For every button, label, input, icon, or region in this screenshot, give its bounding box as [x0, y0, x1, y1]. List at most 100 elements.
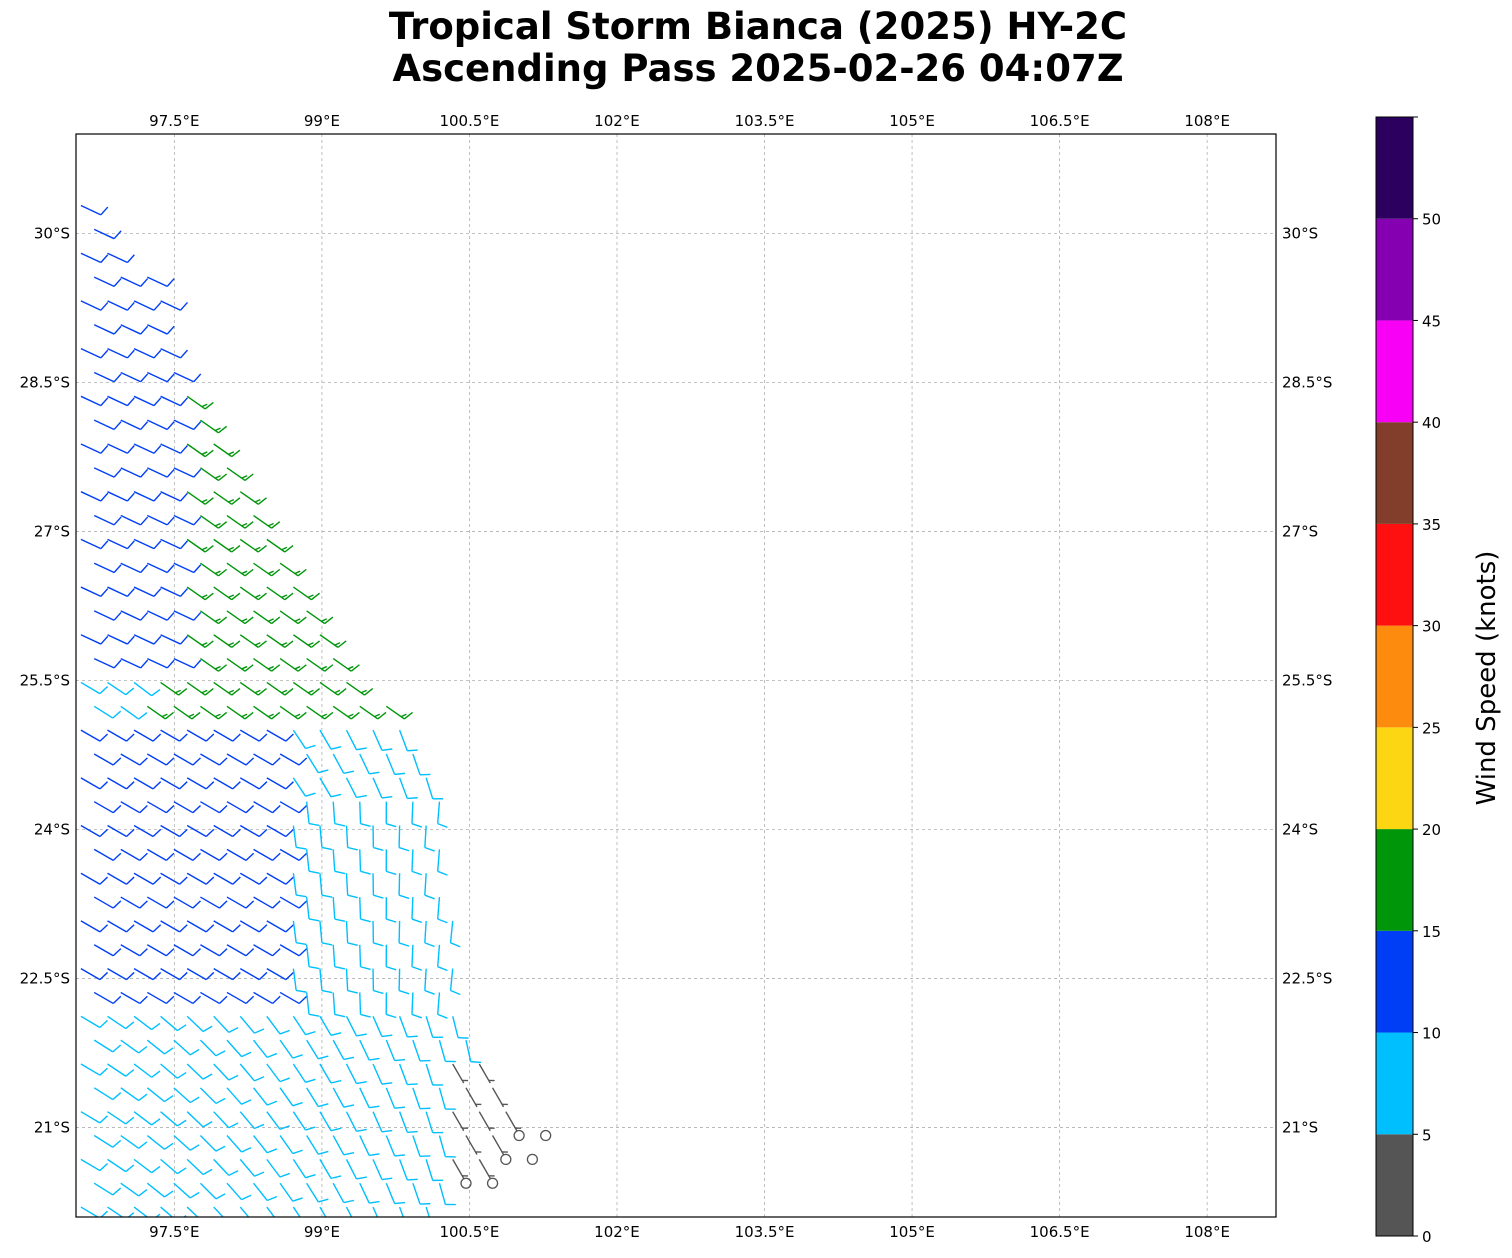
- lon-tick-label-top: 103.5°E: [735, 112, 795, 130]
- wind-barb: [359, 1087, 380, 1109]
- lon-tick-label-top: 97.5°E: [149, 112, 199, 130]
- wind-barb: [436, 897, 448, 924]
- colorbar-tick-label: 30: [1422, 618, 1441, 636]
- lon-tick-label-bottom: 102°E: [594, 1223, 640, 1241]
- wind-barb: [345, 729, 367, 751]
- colorbar-frame: [1375, 116, 1414, 1237]
- wind-barb: [266, 777, 294, 790]
- wind-barb: [107, 395, 135, 407]
- wind-barb: [200, 896, 228, 909]
- wind-barb: [253, 610, 281, 625]
- wind-barb: [120, 753, 148, 766]
- wind-barb: [200, 705, 228, 720]
- wind-barb: [372, 1111, 393, 1133]
- wind-barb: [93, 562, 122, 574]
- wind-barb: [133, 729, 162, 742]
- wind-barb: [213, 824, 241, 838]
- wind-barb: [200, 562, 228, 577]
- wind-barb: [199, 1182, 226, 1200]
- wind-barb: [465, 1087, 482, 1108]
- wind-barb: [266, 538, 294, 553]
- wind-barb: [226, 848, 255, 861]
- wind-barb: [252, 1087, 278, 1106]
- wind-barb: [266, 729, 294, 742]
- wind-barb: [239, 1206, 250, 1217]
- wind-barb: [305, 944, 320, 970]
- wind-barb: [332, 1135, 355, 1156]
- wind-barb: [107, 252, 135, 264]
- wind-barb: [147, 657, 175, 669]
- wind-barb: [160, 777, 188, 790]
- wind-barb: [173, 371, 202, 383]
- wind-barb: [107, 967, 135, 981]
- wind-barb: [107, 729, 135, 742]
- wind-barb: [107, 634, 135, 645]
- wind-barb: [146, 896, 175, 909]
- wind-barb: [266, 967, 294, 981]
- wind-barb: [107, 1063, 135, 1077]
- wind-barb: [306, 1087, 329, 1108]
- wind-barb: [93, 371, 122, 383]
- wind-barb: [200, 991, 228, 1005]
- wind-barb: [239, 538, 267, 553]
- colorbar-tick-label: 0: [1422, 1228, 1432, 1246]
- lon-tick-label-top: 99°E: [304, 112, 340, 130]
- wind-barb: [173, 1039, 200, 1056]
- wind-barb: [186, 920, 215, 933]
- wind-barb: [80, 1206, 109, 1217]
- lon-tick-label-bottom: 108°E: [1184, 1223, 1230, 1241]
- wind-barb: [107, 347, 135, 359]
- wind-barb: [398, 873, 410, 900]
- wind-barb: [200, 514, 228, 529]
- wind-barb: [107, 824, 135, 838]
- lon-tick-label-top: 106.5°E: [1030, 112, 1090, 130]
- wind-barb: [226, 658, 254, 672]
- wind-barb: [107, 1015, 135, 1030]
- wind-barb: [107, 491, 135, 502]
- wind-barb: [200, 658, 228, 672]
- wind-barb: [292, 873, 307, 898]
- wind-barb: [173, 610, 202, 621]
- wind-barb: [425, 1206, 430, 1217]
- wind-barb: [146, 1039, 174, 1055]
- wind-barb: [332, 658, 360, 672]
- lat-tick-label-left: 22.5°S: [20, 970, 70, 988]
- colorbar-bin: [1376, 930, 1413, 1033]
- wind-barb: [252, 1135, 278, 1154]
- wind-barb: [226, 467, 254, 482]
- wind-barb: [412, 1182, 431, 1205]
- wind-barb: [424, 873, 435, 900]
- wind-barb: [160, 395, 188, 407]
- wind-barb: [80, 347, 109, 359]
- wind-barb: [147, 514, 175, 526]
- wind-barb: [213, 729, 241, 742]
- wind-barb: [213, 967, 241, 981]
- wind-barb: [133, 920, 162, 933]
- wind-barb: [107, 920, 135, 933]
- wind-barb: [93, 467, 122, 478]
- wind-barb: [398, 1016, 418, 1038]
- wind-barb: [226, 1039, 252, 1058]
- wind-barb: [319, 777, 342, 798]
- colorbar-bin: [1376, 1134, 1413, 1236]
- wind-barb: [239, 1158, 265, 1177]
- wind-barb: [160, 681, 188, 696]
- wind-barb: [372, 1063, 393, 1085]
- wind-barb: [213, 777, 241, 790]
- wind-barb: [239, 1063, 265, 1082]
- wind-barb: [279, 753, 308, 766]
- wind-barb: [186, 1063, 213, 1080]
- wind-barb: [226, 1135, 252, 1153]
- wind-barb: [80, 1063, 109, 1076]
- wind-barb: [133, 967, 162, 981]
- wind-barb: [292, 825, 307, 850]
- wind-barb: [213, 681, 241, 696]
- colorbar-bin: [1376, 218, 1413, 321]
- wind-barb: [120, 562, 149, 574]
- wind-barb: [200, 944, 228, 957]
- wind-barb: [424, 920, 435, 948]
- wind-barb: [213, 538, 241, 553]
- lat-tick-label-right: 25.5°S: [1282, 671, 1332, 689]
- wind-barb: [80, 538, 109, 550]
- wind-barb: [505, 1111, 522, 1132]
